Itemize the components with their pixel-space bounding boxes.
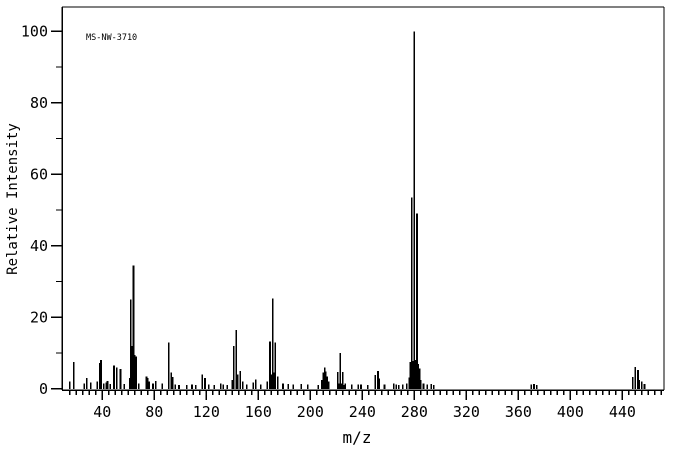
x-tick-label: 280 [401,403,428,421]
x-tick-label: 40 [93,403,111,421]
x-axis-title: m/z [343,428,372,447]
x-tick-label: 80 [145,403,163,421]
axis-ticks [51,30,663,400]
x-tick-label: 160 [245,403,272,421]
x-tick-label: 440 [609,403,636,421]
x-tick-label: 400 [557,403,584,421]
y-axis-title: Relative Intensity [5,123,21,275]
spectrum-id-label: MS-NW-3710 [86,33,137,43]
x-tick-label: 320 [453,403,480,421]
x-tick-label: 360 [505,403,532,421]
y-tick-label: 100 [21,22,48,40]
x-tick-label: 120 [193,403,220,421]
y-tick-label: 60 [30,165,48,183]
spectrum-peaks [69,31,646,389]
axis-tick-labels: 0 20 40 60 80 100 40 80 120 160 200 240 280 320 360 400… [21,22,636,421]
x-tick-label: 240 [349,403,376,421]
plot-frame [61,6,665,391]
x-tick-label: 200 [297,403,324,421]
y-tick-label: 20 [30,308,48,326]
y-tick-label: 80 [30,94,48,112]
y-tick-label: 0 [39,380,48,398]
y-tick-label: 40 [30,237,48,255]
